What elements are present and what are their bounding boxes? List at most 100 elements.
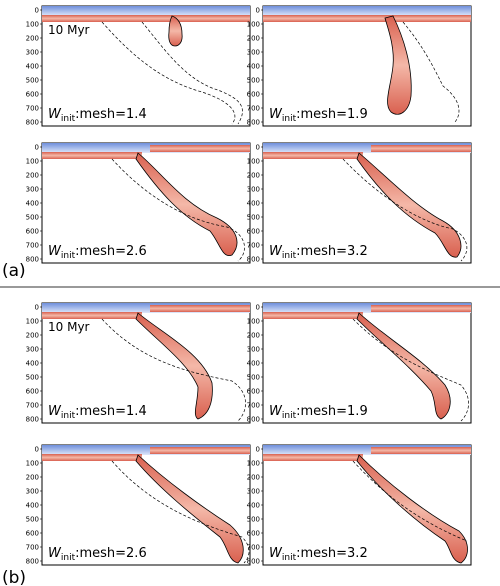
slab [384, 15, 412, 115]
slab [356, 152, 462, 258]
depth-tick-label: 300 [26, 49, 39, 57]
water-layer [42, 303, 250, 313]
w-rest: :mesh=1.9 [296, 404, 368, 419]
depth-tick-label: 100 [247, 158, 260, 166]
w-label: Winit:mesh=1.4 [48, 107, 147, 124]
depth-tick-label: 0 [35, 304, 39, 312]
depth-tick-label: 400 [26, 360, 39, 368]
time-label: 10 Myr [48, 23, 90, 37]
part-b: 10 Myr Winit:mesh=1.4 Winit:mesh=1.9 Win… [2, 302, 472, 586]
w-symbol: W [269, 404, 283, 419]
overriding-plate [371, 447, 471, 454]
water-layer [263, 6, 471, 16]
slab [168, 15, 183, 47]
depth-tick-label: 700 [26, 105, 39, 113]
water-layer [263, 143, 471, 153]
depth-tick-label: 200 [247, 332, 260, 340]
w-label: Winit:mesh=3.2 [269, 546, 368, 563]
depth-tick-label: 800 [26, 256, 39, 264]
depth-tick-label: 200 [26, 35, 39, 43]
depth-tick-label: 800 [26, 416, 39, 424]
part-label-a: (a) [2, 261, 26, 281]
w-symbol: W [48, 546, 62, 561]
depth-tick-label: 400 [247, 200, 260, 208]
w-sub: init [61, 114, 76, 124]
w-label: Winit:mesh=2.6 [48, 546, 147, 563]
depth-tick-label: 500 [247, 77, 260, 85]
depth-tick-label: 800 [26, 119, 39, 127]
depth-tick-label: 200 [247, 172, 260, 180]
depth-tick-label: 300 [247, 488, 260, 496]
panel-a2: Winit:mesh=1.9 [262, 5, 472, 127]
overriding-plate [150, 145, 250, 152]
plate [42, 15, 250, 22]
panel-frame [41, 5, 251, 127]
w-symbol: W [48, 244, 62, 259]
panel-a1: 10 Myr Winit:mesh=1.4 [41, 5, 251, 127]
depth-tick-label: 600 [247, 91, 260, 99]
depth-tick-label: 300 [247, 49, 260, 57]
reference-outline [402, 21, 460, 123]
overriding-plate [371, 305, 471, 312]
w-symbol: W [269, 546, 283, 561]
w-label: Winit:mesh=1.4 [48, 404, 147, 421]
panel-a3: Winit:mesh=2.6 [41, 142, 251, 264]
panel-a4: Winit:mesh=3.2 [262, 142, 472, 264]
plate [263, 152, 363, 159]
depth-tick-label: 300 [26, 186, 39, 194]
depth-tick-label: 300 [26, 488, 39, 496]
w-rest: :mesh=1.9 [296, 107, 368, 122]
depth-tick-label: 0 [35, 144, 39, 152]
w-rest: :mesh=2.6 [75, 244, 147, 259]
depth-tick-label: 500 [26, 516, 39, 524]
depth-tick-label: 200 [247, 474, 260, 482]
depth-tick-label: 400 [247, 63, 260, 71]
depth-tick-label: 0 [256, 144, 260, 152]
reference-outline [101, 318, 246, 422]
w-rest: :mesh=2.6 [75, 546, 147, 561]
water-layer [42, 6, 250, 16]
time-label: 10 Myr [48, 320, 90, 334]
depth-tick-label: 500 [247, 374, 260, 382]
depth-tick-label: 200 [26, 332, 39, 340]
depth-tick-label: 0 [35, 7, 39, 15]
depth-tick-label: 300 [247, 346, 260, 354]
water-layer [42, 445, 250, 455]
w-label: Winit:mesh=3.2 [269, 244, 368, 261]
depth-tick-label: 600 [26, 228, 39, 236]
slab [356, 454, 468, 564]
depth-tick-label: 500 [26, 214, 39, 222]
depth-tick-label: 800 [247, 416, 260, 424]
w-rest: :mesh=1.4 [75, 404, 147, 419]
w-sub: init [61, 411, 76, 421]
depth-tick-label: 100 [247, 318, 260, 326]
panel-b2: Winit:mesh=1.9 [262, 302, 472, 424]
w-sub: init [282, 553, 297, 563]
w-rest: :mesh=3.2 [296, 244, 368, 259]
depth-tick-label: 800 [26, 558, 39, 566]
depth-tick-label: 600 [247, 530, 260, 538]
depth-tick-label: 500 [247, 516, 260, 524]
w-symbol: W [269, 244, 283, 259]
depth-tick-label: 700 [247, 242, 260, 250]
water-layer [263, 303, 471, 313]
w-symbol: W [269, 107, 283, 122]
w-rest: :mesh=3.2 [296, 546, 368, 561]
w-label: Winit:mesh=1.9 [269, 404, 368, 421]
depth-tick-label: 600 [247, 228, 260, 236]
depth-tick-label: 700 [247, 544, 260, 552]
depth-tick-label: 400 [26, 63, 39, 71]
depth-tick-label: 700 [247, 105, 260, 113]
plate [42, 454, 142, 461]
depth-tick-label: 100 [247, 21, 260, 29]
depth-tick-label: 500 [26, 77, 39, 85]
w-sub: init [282, 411, 297, 421]
w-symbol: W [48, 107, 62, 122]
depth-tick-label: 200 [247, 35, 260, 43]
water-layer [263, 445, 471, 455]
panel-frame [262, 5, 472, 127]
w-sub: init [282, 251, 297, 261]
slab [356, 312, 451, 420]
reference-outline [101, 21, 236, 125]
